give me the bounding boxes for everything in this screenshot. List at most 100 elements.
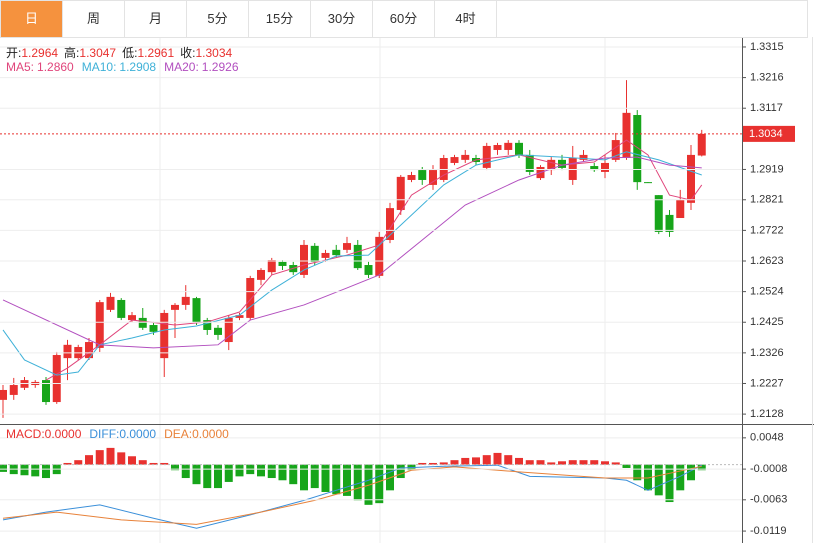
macd-bar — [278, 464, 287, 481]
macd-bar — [95, 450, 104, 465]
macd-series-label: DEA: — [164, 427, 193, 441]
candle-body — [418, 170, 427, 180]
macd-bar — [504, 455, 513, 465]
indicator-line — [2, 151, 702, 376]
macd-bar — [515, 457, 523, 465]
candle-body — [654, 195, 663, 232]
y-tick-label: -0.0119 — [750, 525, 787, 537]
candle-body — [353, 244, 362, 269]
y-tick-label: 1.3117 — [750, 102, 783, 114]
macd-bar — [439, 462, 448, 465]
macd-bar — [633, 464, 642, 481]
macd-bar — [181, 464, 190, 479]
candle-body — [482, 145, 491, 168]
candle-body — [332, 249, 341, 256]
macd-bar — [149, 462, 158, 465]
indicator-line — [2, 464, 702, 529]
macd-series-label: DIFF: — [89, 427, 120, 441]
macd-bar — [85, 455, 93, 465]
macd-bar — [429, 462, 437, 465]
macd-value: 0.0000 — [44, 427, 82, 441]
tab[interactable]: 日 — [1, 1, 63, 37]
macd-bar — [568, 460, 577, 465]
candle-body — [117, 299, 126, 318]
y-tick-label: 1.3315 — [750, 41, 784, 53]
candle-body — [214, 327, 222, 335]
y-tick-label: 1.2425 — [750, 316, 784, 328]
tab[interactable]: 周 — [63, 1, 125, 37]
candle-body — [504, 142, 513, 150]
candle-body — [343, 243, 351, 250]
candle-body — [42, 380, 50, 403]
macd-bar — [224, 464, 233, 482]
candle-body — [300, 244, 308, 275]
y-tick-label: 1.2227 — [750, 377, 784, 389]
y-tick-label: 1.2623 — [750, 255, 784, 267]
candle-body — [687, 154, 695, 203]
candle-body — [181, 296, 190, 305]
candle-body — [697, 133, 706, 156]
candle-body — [9, 385, 18, 395]
candle-body — [278, 261, 287, 266]
candle-body — [224, 317, 233, 343]
candle-body — [590, 166, 599, 171]
y-tick-label: 1.2919 — [750, 163, 784, 175]
candle-body — [246, 278, 255, 318]
candle-body — [665, 214, 674, 232]
macd-label: MACD: — [6, 427, 45, 441]
indicator-line — [2, 156, 702, 349]
candle-body — [396, 176, 405, 210]
macd-bar — [171, 464, 179, 471]
candle-body — [235, 315, 244, 318]
candle-body — [257, 269, 265, 280]
info-value: 1.3034 — [195, 46, 233, 60]
tab[interactable]: 4时 — [435, 1, 497, 37]
candle-body — [192, 298, 201, 322]
candle-body — [547, 159, 556, 171]
tab[interactable]: 15分 — [249, 1, 311, 37]
tab[interactable]: 月 — [125, 1, 187, 37]
macd-bar — [192, 464, 201, 485]
macd-bar — [654, 464, 663, 496]
macd-bar — [493, 452, 502, 465]
macd-series-value: 0.0000 — [119, 427, 157, 441]
candle-body — [386, 208, 394, 240]
macd-bar — [697, 464, 706, 471]
macd-bar — [558, 461, 566, 465]
tab[interactable]: 30分 — [311, 1, 373, 37]
y-tick-label: -0.0008 — [750, 463, 787, 475]
tab-bar: 日周月 5分 15分 30分 60分 4时 — [0, 0, 808, 38]
y-tick-label: 1.2722 — [750, 224, 784, 236]
tab[interactable]: 5分 — [187, 1, 249, 37]
macd-bar — [343, 464, 351, 496]
macd-bar — [332, 464, 341, 495]
macd-bar — [396, 464, 405, 479]
indicator-line — [45, 139, 703, 381]
candle-body — [407, 175, 416, 180]
candle-body — [676, 200, 685, 219]
info-label: 收: — [180, 46, 196, 60]
ma-value: 1.2908 — [119, 60, 157, 74]
macd-bar — [611, 462, 620, 465]
y-tick-label: 1.2821 — [750, 194, 784, 206]
candle-body — [310, 245, 319, 262]
macd-bar — [461, 457, 470, 465]
macd-bar — [20, 464, 29, 476]
macd-bar — [525, 460, 534, 465]
candle-body — [149, 325, 158, 332]
candle-body — [63, 344, 72, 359]
candle-body — [450, 157, 459, 163]
macd-bar — [676, 464, 685, 491]
info-value: 1.2961 — [137, 46, 175, 60]
macd-bar — [31, 464, 40, 477]
macd-bar — [482, 455, 491, 465]
macd-bar — [267, 464, 276, 479]
y-tick-label: 1.3216 — [750, 71, 784, 83]
macd-bar — [214, 464, 222, 489]
candle-body — [579, 154, 588, 160]
candle-body — [611, 140, 620, 160]
tab[interactable]: 60分 — [373, 1, 435, 37]
candle-body — [429, 170, 437, 185]
